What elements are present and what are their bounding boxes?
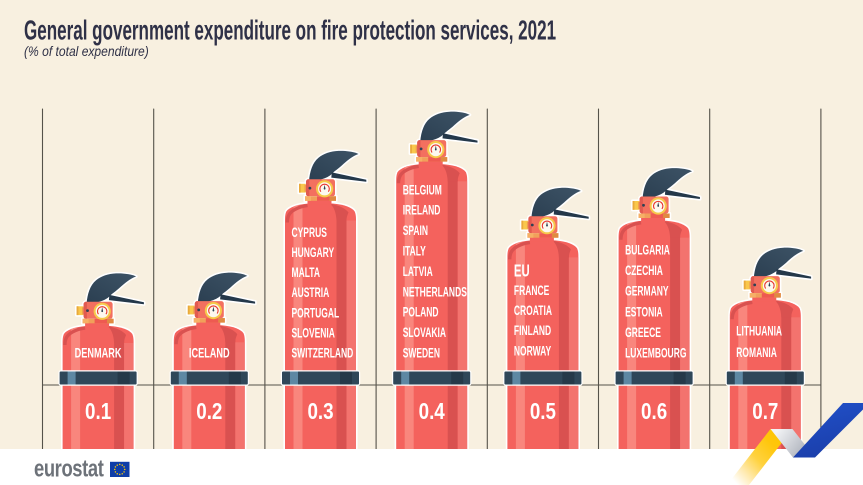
svg-text:0.6: 0.6 [641,398,667,425]
svg-text:0.1: 0.1 [85,398,111,425]
svg-text:General government expenditure: General government expenditure on fire p… [24,14,556,45]
svg-text:0.3: 0.3 [307,398,333,425]
svg-text:LATVIA: LATVIA [403,265,433,279]
svg-text:0.5: 0.5 [530,398,556,425]
svg-text:0.7: 0.7 [752,398,778,425]
svg-text:POLAND: POLAND [403,306,439,320]
svg-text:HUNGARY: HUNGARY [292,246,335,260]
svg-text:SWEDEN: SWEDEN [403,347,440,361]
svg-text:eurostat: eurostat [34,454,104,482]
svg-text:ESTONIA: ESTONIA [625,306,663,320]
svg-text:GERMANY: GERMANY [625,285,669,299]
svg-text:SWITZERLAND: SWITZERLAND [292,347,354,361]
svg-text:AUSTRIA: AUSTRIA [292,286,330,300]
svg-text:BULGARIA: BULGARIA [625,244,670,258]
svg-text:SPAIN: SPAIN [403,224,428,238]
svg-text:0.4: 0.4 [419,398,445,425]
svg-text:ICELAND: ICELAND [189,347,230,361]
svg-text:DENMARK: DENMARK [75,347,122,361]
svg-text:SLOVAKIA: SLOVAKIA [403,326,446,340]
svg-text:LITHUANIA: LITHUANIA [736,325,782,339]
svg-text:NETHERLANDS: NETHERLANDS [403,286,468,300]
svg-text:FRANCE: FRANCE [514,284,550,298]
svg-text:EU: EU [514,261,530,281]
svg-text:CYPRUS: CYPRUS [292,226,328,240]
svg-text:ROMANIA: ROMANIA [736,346,777,360]
svg-text:LUXEMBOURG: LUXEMBOURG [625,347,687,361]
svg-text:IRELAND: IRELAND [403,204,441,218]
svg-text:NORWAY: NORWAY [514,345,552,359]
svg-text:CZECHIA: CZECHIA [625,264,663,278]
svg-text:CROATIA: CROATIA [514,304,552,318]
svg-text:FINLAND: FINLAND [514,324,551,338]
svg-text:GREECE: GREECE [625,326,661,340]
svg-text:(% of total expenditure): (% of total expenditure) [24,43,149,59]
svg-text:BELGIUM: BELGIUM [403,184,442,198]
svg-text:SLOVENIA: SLOVENIA [292,327,335,341]
svg-text:MALTA: MALTA [292,266,320,280]
svg-text:0.2: 0.2 [196,398,222,425]
svg-text:ITALY: ITALY [403,245,426,259]
svg-text:PORTUGAL: PORTUGAL [292,307,340,321]
